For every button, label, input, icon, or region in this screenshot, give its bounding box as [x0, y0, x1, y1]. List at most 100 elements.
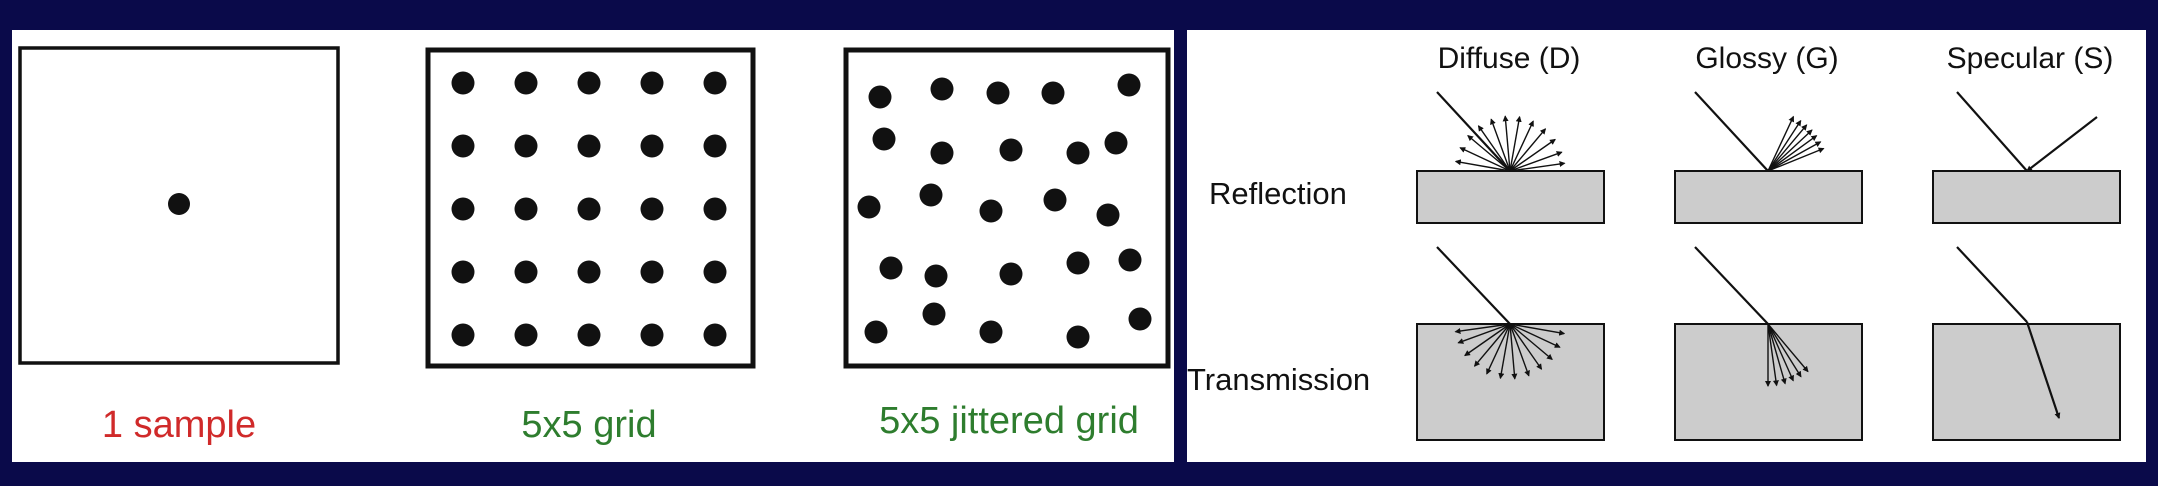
scattered-ray: [1454, 323, 1511, 334]
sample-dot: [979, 320, 1003, 344]
scattered-ray: [1509, 138, 1556, 172]
scattered-ray: [1509, 323, 1561, 348]
scattered-ray: [1509, 323, 1518, 380]
sample-dot: [979, 199, 1003, 223]
sample-dot: [864, 320, 888, 344]
glossy-transmission-fan: [1765, 323, 1809, 387]
sample-dot: [577, 260, 601, 284]
sample-dot: [168, 193, 190, 215]
sample-dot: [577, 197, 601, 221]
sample-dot: [924, 264, 948, 288]
sample-dot: [872, 127, 896, 151]
reflection-row-label: Reflection: [1209, 176, 1347, 211]
diffuse-transmission-fan: [1454, 323, 1566, 380]
sample-dot: [451, 134, 475, 158]
scattered-ray: [1502, 115, 1511, 172]
sample-dot: [703, 71, 727, 95]
scattered-ray: [1767, 323, 1779, 387]
sample-dot: [577, 71, 601, 95]
scattered-ray: [1767, 323, 1809, 373]
specular-reflection-incident-ray: [1956, 91, 2028, 172]
scattered-ray: [1509, 120, 1534, 172]
sample-dot: [930, 77, 954, 101]
sample-dot: [857, 195, 881, 219]
diffuse-transmission-block: [1416, 323, 1605, 441]
scattered-ray: [1767, 119, 1802, 172]
sample-dot: [703, 134, 727, 158]
grid-caption: 5x5 grid: [521, 404, 657, 446]
one-sample-square: [18, 46, 340, 365]
sample-dot: [514, 197, 538, 221]
one-sample-caption: 1 sample: [101, 404, 257, 446]
jittered-grid-dots: [857, 73, 1152, 349]
scattered-ray: [1767, 323, 1787, 385]
sample-dot: [451, 260, 475, 284]
sample-dot: [1118, 248, 1142, 272]
sample-dot: [868, 85, 892, 109]
scattered-ray: [1509, 161, 1566, 172]
sampling-diagram: [18, 46, 1171, 369]
diffuse-reflection-surface: [1416, 170, 1605, 224]
sample-dot: [930, 141, 954, 165]
sample-dot: [999, 262, 1023, 286]
scattering-diagram: [1416, 91, 2121, 441]
scattered-ray: [1767, 124, 1808, 172]
glossy-reflection-incident-ray: [1694, 91, 1769, 172]
sample-dot: [1066, 141, 1090, 165]
jittered-grid-square: [843, 47, 1171, 369]
sample-dot: [1104, 131, 1128, 155]
sample-dot: [640, 260, 664, 284]
sample-dot: [879, 256, 903, 280]
scattered-ray: [1459, 147, 1511, 172]
specular-transmission-incident-ray: [1956, 246, 2028, 323]
scattered-ray: [1477, 125, 1511, 172]
specular-reflected-ray: [2026, 116, 2098, 172]
sample-dot: [640, 323, 664, 347]
scattered-ray: [1767, 323, 1794, 382]
scattered-ray: [1467, 134, 1511, 172]
sample-dot: [1128, 307, 1152, 331]
specular-reflection-surface: [1932, 170, 2121, 224]
sample-dot: [1066, 251, 1090, 275]
sample-dot: [1041, 81, 1065, 105]
sample-dot: [922, 302, 946, 326]
sample-dot: [514, 134, 538, 158]
specular-column-heading: Specular (S): [1946, 42, 2114, 75]
scattered-ray: [1767, 135, 1818, 172]
scattered-ray: [1509, 323, 1543, 370]
scattered-ray: [1767, 141, 1822, 172]
diffuse-column-heading: Diffuse (D): [1437, 42, 1581, 75]
glossy-transmission-incident-ray: [1694, 246, 1769, 325]
scattered-ray: [1767, 323, 1802, 378]
scattered-ray: [1509, 323, 1553, 361]
sample-dot: [1066, 325, 1090, 349]
sample-dot: [514, 323, 538, 347]
scattering-panel: Diffuse (D) Glossy (G) Specular (S) Refl…: [1187, 30, 2146, 462]
specular-transmission-block: [1932, 323, 2121, 441]
glossy-reflection-fan: [1767, 115, 1825, 172]
scattered-ray: [1509, 115, 1522, 172]
scattered-ray: [1767, 115, 1795, 172]
scattered-ray: [1464, 323, 1511, 357]
scattered-ray: [1767, 129, 1813, 172]
scattered-ray: [1509, 323, 1566, 336]
jittered-grid-caption: 5x5 jittered grid: [879, 400, 1139, 442]
sampling-panel: 1 sample 5x5 grid 5x5 jittered grid: [12, 30, 1174, 462]
scattered-ray: [1457, 323, 1511, 344]
sample-dot: [514, 71, 538, 95]
sample-dot: [986, 81, 1010, 105]
sample-dot: [1043, 188, 1067, 212]
sample-dot: [703, 197, 727, 221]
glossy-reflection-surface: [1674, 170, 1863, 224]
sample-dot: [703, 323, 727, 347]
sample-dot: [999, 138, 1023, 162]
scattered-ray: [1486, 323, 1511, 375]
sample-dot: [451, 197, 475, 221]
sample-dot: [1117, 73, 1141, 97]
scattered-ray: [1473, 323, 1511, 367]
diffuse-reflection-incident-ray: [1436, 91, 1511, 172]
sample-dot: [640, 134, 664, 158]
diffuse-transmission-incident-ray: [1436, 246, 1511, 325]
grid-dots: [451, 71, 727, 347]
sample-dot: [640, 71, 664, 95]
